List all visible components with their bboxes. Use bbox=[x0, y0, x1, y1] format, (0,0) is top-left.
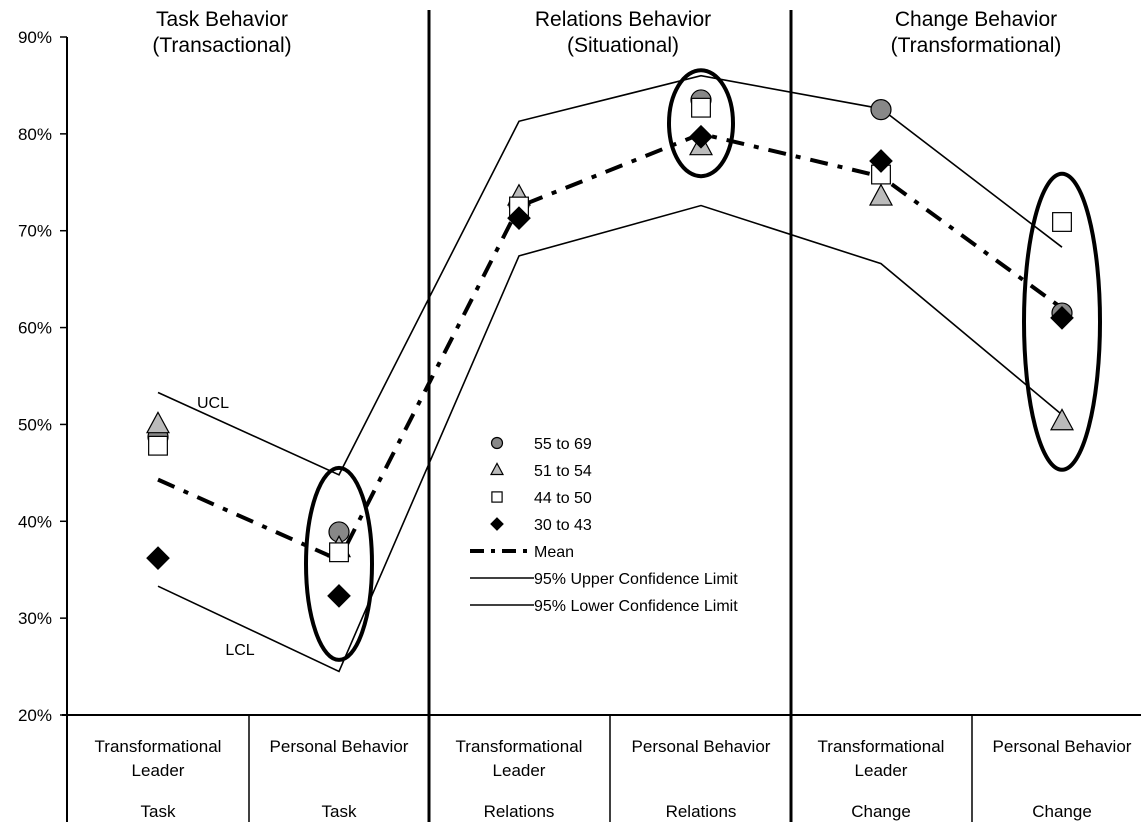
legend-label-3: 30 to 43 bbox=[534, 517, 592, 534]
ucl-annotation: UCL bbox=[197, 395, 229, 412]
lcl-annotation: LCL bbox=[225, 642, 254, 659]
highlight-ellipse-1 bbox=[667, 68, 735, 179]
legend: 55 to 69 51 to 54 44 to 50 30 to 43 Mean 95% … bbox=[470, 436, 738, 615]
marker-1-4 bbox=[868, 183, 894, 206]
y-tick-label-1: 30% bbox=[18, 609, 52, 628]
section-title-relations-line1: Relations Behavior bbox=[535, 8, 711, 31]
highlight-ellipse-2 bbox=[1022, 171, 1102, 472]
section-title-change-line1: Change Behavior bbox=[895, 8, 1057, 31]
legend-marker-2 bbox=[491, 491, 503, 503]
section-title-task-line1: Task Behavior bbox=[156, 8, 288, 31]
marker-2-5 bbox=[1052, 212, 1072, 232]
category-label-3-line1: Transformational bbox=[456, 737, 583, 756]
legend-label-5: 95% Upper Confidence Limit bbox=[534, 571, 738, 588]
category-label-2-line1: Personal Behavior bbox=[270, 737, 409, 756]
y-tick-label-5: 70% bbox=[18, 222, 52, 241]
category-group-4: Relations bbox=[666, 802, 737, 821]
marker-3-1 bbox=[327, 584, 351, 608]
marker-2-0 bbox=[148, 435, 168, 456]
category-group-1: Task bbox=[141, 802, 176, 821]
series-line-5 bbox=[157, 74, 1063, 476]
highlight-ellipse-0 bbox=[304, 465, 374, 662]
legend-label-1: 51 to 54 bbox=[534, 463, 592, 480]
category-label-1-line2: Leader bbox=[132, 761, 185, 780]
marker-3-4 bbox=[869, 149, 893, 173]
marker-3-5 bbox=[1050, 306, 1074, 330]
category-label-5-line1: Transformational bbox=[818, 737, 945, 756]
marker-0-4 bbox=[870, 99, 892, 121]
category-group-3: Relations bbox=[484, 802, 555, 821]
category-label-4-line1: Personal Behavior bbox=[632, 737, 771, 756]
y-tick-label-7: 90% bbox=[18, 28, 52, 47]
y-tick-label-2: 40% bbox=[18, 512, 52, 531]
y-tick-label-4: 60% bbox=[18, 319, 52, 338]
category-label-5-line2: Leader bbox=[855, 761, 908, 780]
chart-frame bbox=[62, 10, 1141, 822]
series-line-6 bbox=[157, 204, 1063, 673]
legend-label-2: 44 to 50 bbox=[534, 490, 592, 507]
marker-1-5 bbox=[1049, 408, 1075, 431]
category-label-3-line2: Leader bbox=[493, 761, 546, 780]
marker-1-0 bbox=[145, 411, 171, 434]
marker-2-1 bbox=[329, 542, 349, 563]
category-label-6-line1: Personal Behavior bbox=[993, 737, 1132, 756]
section-title-task-line2: (Transactional) bbox=[152, 34, 291, 57]
section-headers: Task Behavior (Transactional) Relations … bbox=[152, 8, 1061, 57]
y-tick-label-6: 80% bbox=[18, 125, 52, 144]
legend-marker-1 bbox=[489, 462, 505, 476]
legend-label-6: 95% Lower Confidence Limit bbox=[534, 598, 738, 615]
highlight-ellipses bbox=[304, 68, 1102, 662]
series-line-4 bbox=[157, 131, 1064, 563]
annotations: UCL LCL bbox=[197, 395, 255, 659]
category-group-2: Task bbox=[322, 802, 357, 821]
legend-label-4: Mean bbox=[534, 544, 574, 561]
legend-label-0: 55 to 69 bbox=[534, 436, 592, 453]
y-tick-label-0: 20% bbox=[18, 706, 52, 725]
marker-3-2 bbox=[507, 206, 531, 230]
legend-marker-3 bbox=[490, 517, 504, 531]
y-tick-label-3: 50% bbox=[18, 415, 52, 434]
category-labels: Transformational Leader Task Personal Be… bbox=[95, 737, 1132, 821]
marker-2-3 bbox=[691, 97, 711, 118]
category-label-1-line1: Transformational bbox=[95, 737, 222, 756]
category-group-5: Change bbox=[851, 802, 911, 821]
section-title-relations-line2: (Situational) bbox=[567, 34, 679, 57]
marker-3-3 bbox=[689, 124, 713, 149]
series-markers bbox=[145, 89, 1075, 608]
section-title-change-line2: (Transformational) bbox=[891, 34, 1062, 57]
series-lines bbox=[157, 74, 1064, 673]
marker-3-0 bbox=[146, 546, 170, 570]
y-axis-ticks: 20% 30% 40% 50% 60% 70% 80% 90% bbox=[18, 28, 67, 725]
category-group-6: Change bbox=[1032, 802, 1092, 821]
legend-marker-0 bbox=[490, 436, 504, 450]
